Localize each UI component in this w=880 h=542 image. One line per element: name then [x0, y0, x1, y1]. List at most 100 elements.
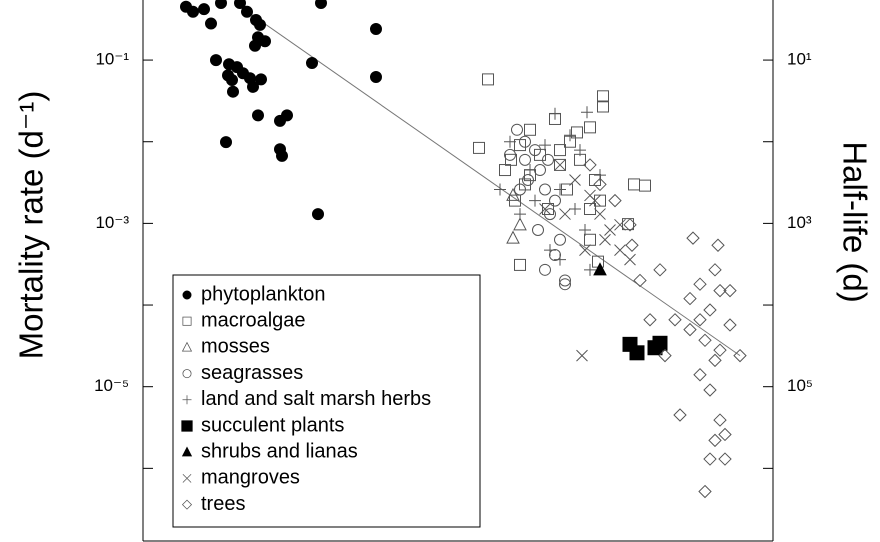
legend-box [172, 274, 481, 528]
data-point [215, 0, 227, 9]
legend-marker [182, 316, 192, 326]
data-point [227, 85, 239, 98]
data-point [693, 368, 707, 382]
data-point [652, 335, 668, 351]
legend-label: shrubs and lianas [201, 440, 358, 462]
y-tick-label: 10⁻⁵ [94, 376, 129, 395]
legend-marker [182, 290, 192, 300]
data-point [594, 169, 606, 182]
data-point [703, 452, 717, 466]
data-point [703, 383, 717, 397]
data-point [187, 5, 199, 18]
y2-tick-label: 10⁷ [787, 539, 812, 542]
data-point [693, 313, 707, 327]
data-point [494, 183, 506, 196]
data-point [579, 223, 591, 236]
legend-label: macroalgae [201, 309, 306, 331]
legend-marker [181, 420, 193, 432]
data-point [698, 484, 712, 499]
data-point [549, 107, 561, 120]
data-point [220, 136, 232, 149]
data-point [315, 0, 327, 9]
data-point [532, 223, 544, 236]
data-point [643, 313, 657, 327]
data-point [205, 17, 217, 30]
data-point [554, 159, 566, 171]
data-point [513, 217, 527, 231]
y-tick-label: 10⁻⁷ [95, 539, 129, 542]
data-point [281, 109, 293, 122]
data-point [608, 193, 622, 208]
data-point [628, 178, 640, 191]
data-point [198, 3, 210, 16]
data-point [711, 238, 725, 252]
data-point [370, 71, 382, 84]
data-point [529, 194, 541, 207]
data-point [499, 164, 511, 177]
data-point [506, 230, 520, 244]
legend-label: mangroves [201, 467, 300, 489]
data-point [708, 263, 722, 277]
data-point [544, 208, 556, 221]
data-point [584, 233, 596, 246]
data-point [514, 258, 526, 271]
data-point [504, 148, 516, 161]
y-tick-label: 10⁻¹ [95, 50, 129, 69]
legend-marker [182, 369, 192, 379]
data-point [549, 194, 561, 207]
data-point [597, 90, 609, 103]
data-point [241, 5, 253, 18]
data-point [564, 129, 576, 142]
data-point [625, 238, 639, 252]
data-point [592, 255, 604, 268]
data-point [370, 23, 382, 36]
data-point [683, 322, 697, 337]
fit-line [234, 2, 741, 357]
data-point [306, 57, 318, 70]
data-point [252, 109, 264, 122]
data-point [593, 262, 607, 276]
data-point [210, 54, 222, 67]
data-point [504, 135, 516, 148]
data-point [529, 144, 541, 157]
data-point [658, 348, 672, 363]
data-point [473, 141, 485, 154]
data-point [524, 164, 536, 177]
legend-label: phytoplankton [201, 283, 326, 305]
data-point [539, 139, 551, 152]
data-point [559, 208, 571, 220]
legend-marker [181, 499, 193, 510]
data-point [584, 121, 596, 134]
legend-label: succulent plants [201, 414, 344, 436]
data-point [542, 153, 554, 166]
data-point [574, 144, 586, 157]
data-point [594, 208, 606, 220]
data-point [713, 283, 727, 298]
data-point [723, 283, 737, 298]
data-point [686, 231, 700, 245]
data-point [673, 408, 687, 422]
data-point [723, 318, 737, 332]
data-point [259, 35, 271, 48]
legend-marker [181, 446, 193, 457]
data-point [554, 144, 566, 157]
data-point [633, 273, 647, 288]
data-point [222, 69, 234, 82]
data-point [703, 303, 717, 317]
legend-label: land and salt marsh herbs [201, 388, 431, 410]
data-point [622, 218, 634, 231]
y-tick-label: 10⁻³ [95, 213, 129, 232]
data-point [683, 291, 697, 306]
data-point [255, 73, 267, 86]
data-point [514, 183, 526, 196]
data-point [639, 179, 651, 192]
data-point [589, 194, 601, 207]
data-point [519, 153, 531, 166]
legend-marker [182, 474, 192, 483]
data-point [713, 413, 727, 427]
data-point [713, 343, 727, 357]
data-point [569, 174, 581, 186]
data-point [593, 177, 607, 192]
data-point [571, 126, 583, 139]
data-point [544, 244, 556, 257]
